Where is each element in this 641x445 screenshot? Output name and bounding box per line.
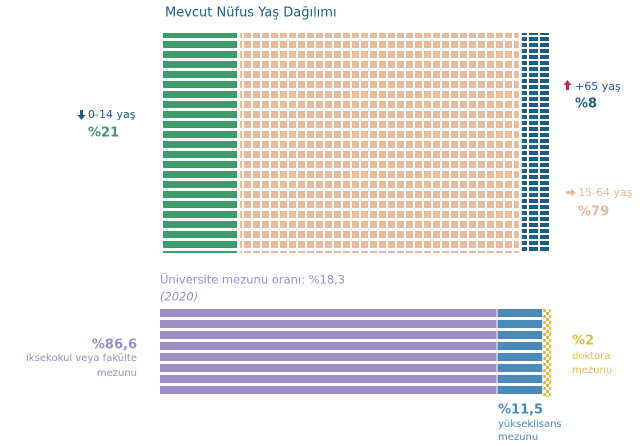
arrow-down [77,110,86,120]
subtitle: (2020) [160,290,198,304]
segment [521,33,550,253]
segment [543,309,551,397]
category-label: +65 yaş [575,80,621,93]
title: Üniversite mezunu oranı: %18,3 [160,271,345,287]
value-label: %8 [575,97,597,112]
category-label: doktora [572,351,611,362]
category-label: mezunu [97,368,137,379]
category-label: iksekokul veya fakülte [26,353,137,364]
category-label: 15-64 yaş [578,186,633,199]
value-label: %21 [88,126,119,141]
category-label: yükseklisans [498,419,562,430]
title: Mevcut Nüfus Yaş Dağılımı [165,6,337,21]
value-label: %86,6 [92,338,137,353]
segment [160,309,497,397]
segment [163,33,238,253]
value-label: %11,5 [498,403,543,418]
arrow-up [563,80,572,90]
value-label: %79 [578,205,609,220]
category-label: mezunu [572,365,612,376]
segment [497,309,543,397]
arrow-right [566,188,576,197]
category-label: 0-14 yaş [88,108,136,121]
category-label: mezunu [498,432,538,443]
value-label: %2 [572,334,594,349]
segment [240,33,519,253]
